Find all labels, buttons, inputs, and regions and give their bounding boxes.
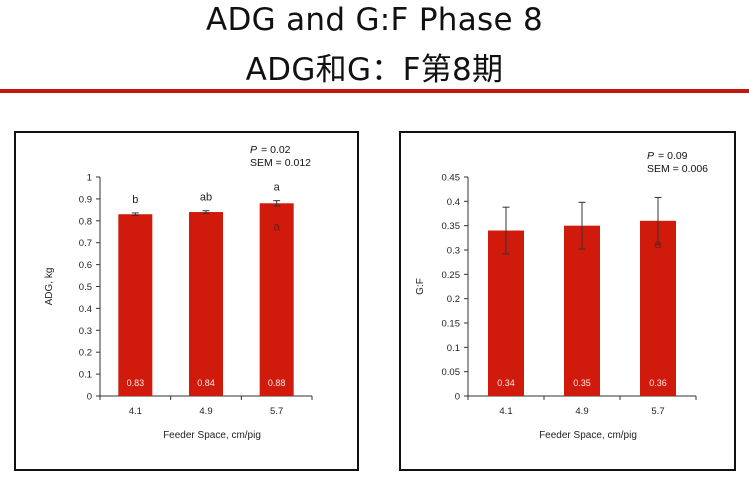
data-label: 0.36 — [649, 378, 667, 388]
p-value: = 0.09 — [658, 150, 688, 162]
data-label: 0.88 — [268, 378, 286, 388]
x-axis-label: Feeder Space, cm/pig — [539, 430, 637, 441]
y-tick-label: 0.2 — [447, 294, 460, 305]
x-tick-label: 4.1 — [129, 406, 142, 417]
gf-bar-chart: 0 0.05 0.1 0.15 0.2 0.25 0.3 0.35 0.4 0.45 0.34 4.1… — [415, 150, 708, 441]
y-tick-label: 0.35 — [442, 221, 461, 232]
sem-annotation: SEM = 0.012 — [250, 157, 311, 169]
p-value-annotation: P = 0.02 — [250, 144, 291, 156]
y-tick-label: 0 — [87, 392, 92, 403]
y-axis-label: G:F — [415, 278, 426, 295]
p-value-annotation: P = 0.09 — [647, 150, 688, 162]
y-tick-label: 0.3 — [79, 326, 92, 337]
x-tick-label: 5.7 — [270, 406, 283, 417]
y-tick-label: 0.7 — [79, 238, 92, 249]
y-tick-label: 0.15 — [442, 319, 461, 330]
bar-5.7 — [259, 203, 294, 396]
x-tick-label: 4.9 — [199, 406, 212, 417]
x-axis-label: Feeder Space, cm/pig — [163, 430, 261, 441]
slide-title-chinese: ADG和G：F第8期 — [245, 52, 504, 88]
slide-title-english: ADG and G:F Phase 8 — [205, 2, 544, 38]
y-tick-label: 0.45 — [442, 173, 461, 184]
y-tick-label: 0.2 — [79, 348, 92, 359]
bar-5.7 — [640, 220, 676, 396]
x-tick-label: 4.1 — [499, 406, 512, 417]
sem-annotation: SEM = 0.006 — [647, 163, 708, 175]
y-axis-label: ADG, kg — [44, 268, 55, 306]
bar-4.9 — [189, 212, 223, 396]
title-divider — [0, 89, 749, 93]
adg-bar-chart: 0 0.1 0.2 0.3 0.4 0.5 0.6 0.7 0.8 0.9 1 0.83 b 4.1 0.8… — [44, 144, 313, 441]
data-label: 0.83 — [127, 378, 145, 388]
inner-letter: a — [655, 237, 662, 251]
y-tick-label: 0.5 — [79, 282, 92, 293]
data-label: 0.34 — [497, 378, 515, 388]
bar-4.1 — [118, 214, 153, 396]
inner-letter: a — [273, 219, 280, 233]
y-tick-label: 0.4 — [447, 197, 460, 208]
significance-letter: ab — [200, 192, 212, 204]
data-label: 0.35 — [573, 378, 591, 388]
bar-4.1 — [488, 230, 524, 396]
y-tick-label: 0.9 — [79, 194, 92, 205]
adg-chart-panel: 0 0.1 0.2 0.3 0.4 0.5 0.6 0.7 0.8 0.9 1 0.83 b 4.1 0.8… — [14, 131, 359, 471]
x-tick-label: 4.9 — [575, 406, 588, 417]
y-tick-label: 0.1 — [447, 343, 460, 354]
x-tick-label: 5.7 — [651, 406, 664, 417]
p-label: P — [250, 144, 257, 156]
p-value: = 0.02 — [261, 144, 291, 156]
significance-letter: a — [274, 182, 281, 194]
y-tick-label: 0.05 — [442, 367, 461, 378]
y-tick-label: 0.4 — [79, 304, 92, 315]
data-label: 0.84 — [197, 378, 215, 388]
y-tick-label: 0.8 — [79, 216, 92, 227]
bar-4.9 — [564, 225, 600, 396]
y-tick-label: 1 — [87, 173, 92, 184]
gf-chart-panel: 0 0.05 0.1 0.15 0.2 0.25 0.3 0.35 0.4 0.45 0.34 4.1… — [399, 131, 736, 471]
y-tick-label: 0.25 — [442, 270, 461, 281]
significance-letter: b — [132, 194, 138, 206]
y-tick-label: 0.6 — [79, 260, 92, 271]
y-tick-label: 0.1 — [79, 370, 92, 381]
y-tick-label: 0 — [455, 392, 460, 403]
p-label: P — [647, 150, 654, 162]
y-tick-label: 0.3 — [447, 246, 460, 257]
